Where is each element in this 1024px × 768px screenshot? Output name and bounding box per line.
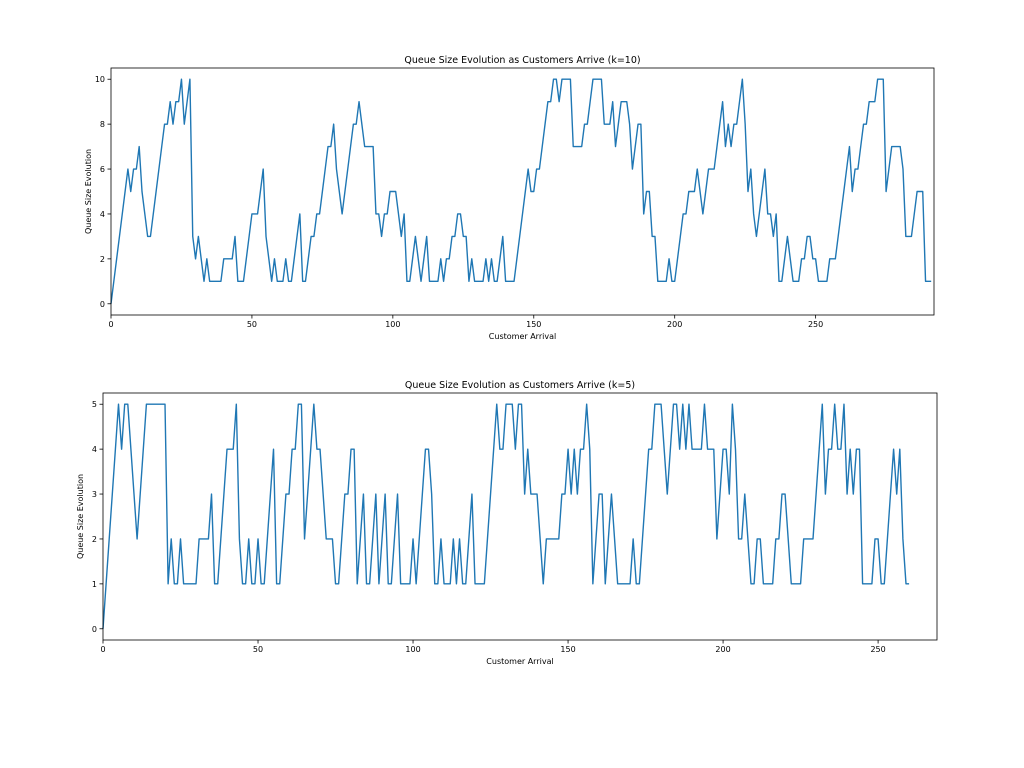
y-tick-label: 10 [95,75,105,84]
y-tick-label: 2 [100,255,105,264]
x-tick-label: 150 [526,320,541,329]
axes-frame [102,392,938,641]
y-tick-label: 0 [92,625,97,634]
y-tick-label: 3 [92,490,97,499]
x-tick-label: 0 [100,645,105,654]
y-tick-label: 5 [92,400,97,409]
x-tick-label: 100 [405,645,420,654]
y-tick-label: 6 [100,165,105,174]
x-tick-label: 50 [253,645,263,654]
x-axis-label: Customer Arrival [486,657,553,666]
y-tick-label: 0 [100,300,105,309]
series-line [110,78,932,304]
y-tick-label: 4 [100,210,105,219]
top-chart: Queue Size Evolution as Customers Arrive… [84,55,935,341]
chart-title: Queue Size Evolution as Customers Arrive… [404,55,640,66]
x-tick-label: 200 [667,320,682,329]
x-tick-label: 100 [385,320,400,329]
x-tick-label: 150 [560,645,575,654]
series-line [102,403,910,629]
y-tick-label: 1 [92,580,97,589]
y-tick-label: 8 [100,120,105,129]
y-axis-label: Queue Size Evolution [76,474,85,559]
x-tick-label: 0 [108,320,113,329]
chart-title: Queue Size Evolution as Customers Arrive… [405,380,635,391]
x-tick-label: 50 [247,320,257,329]
x-tick-label: 200 [715,645,730,654]
x-axis-label: Customer Arrival [489,332,556,341]
x-tick-label: 250 [808,320,823,329]
y-tick-label: 4 [92,445,97,454]
bottom-chart: Queue Size Evolution as Customers Arrive… [76,380,938,666]
y-tick-label: 2 [92,535,97,544]
y-axis-label: Queue Size Evolution [84,149,93,234]
axes-frame [110,67,935,316]
x-tick-label: 250 [870,645,885,654]
